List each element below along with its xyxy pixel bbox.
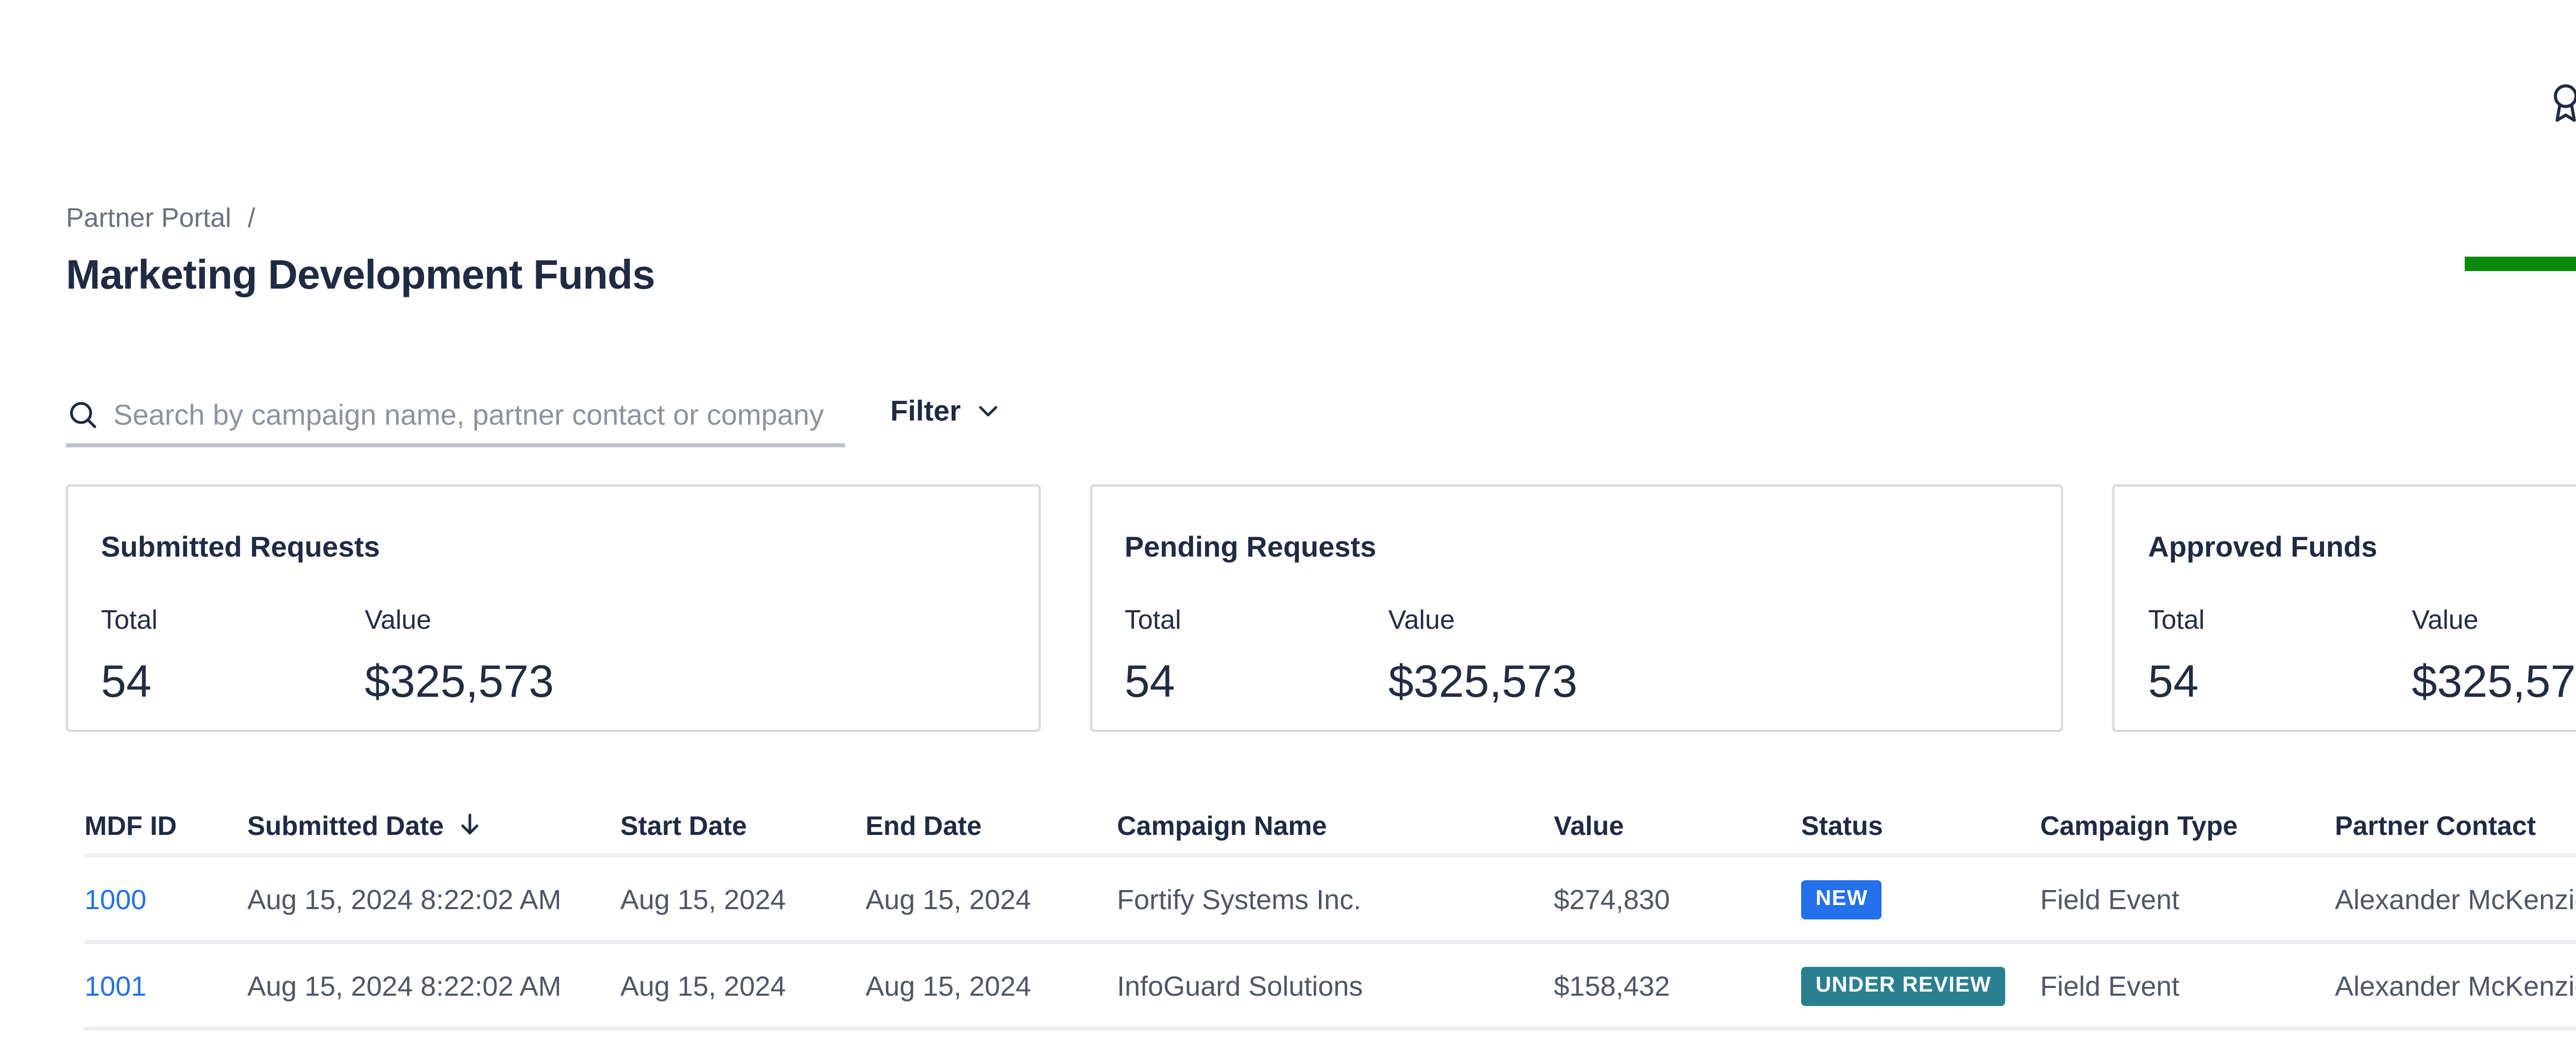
award-icon (2554, 84, 2576, 122)
column-header-status[interactable]: Status (1801, 809, 1883, 840)
column-header-campaign-name[interactable]: Campaign Name (1117, 809, 1327, 840)
card-title: Pending Requests (1124, 530, 1377, 563)
partner-contact-cell: Alexander McKenzie (2335, 883, 2576, 914)
campaign-name-cell: Fortify Systems Inc. (1117, 883, 1362, 914)
end-date-cell: Aug 15, 2024 (866, 970, 1031, 1001)
search-icon (70, 401, 96, 427)
value-amount: $325,573 (2412, 656, 2576, 707)
mdf-table: MDF ID Submitted Date Start Date End Dat… (66, 796, 2576, 1031)
submitted-date-cell: Aug 15, 2024 8:22:02 AM (247, 970, 562, 1001)
campaign-type-cell: Field Event (2040, 883, 2180, 914)
search-bar (66, 383, 845, 447)
column-header-mdf-id[interactable]: MDF ID (84, 809, 177, 840)
start-date-cell: Aug 15, 2024 (620, 970, 786, 1001)
value-label: Value (365, 604, 432, 635)
topbar: Alexander McKenzie (2543, 80, 2576, 126)
card-submitted-requests: Submitted Requests Total 54 Value $325,5… (66, 484, 1040, 732)
annotation-arrow (2465, 257, 2576, 271)
total-value: 54 (101, 656, 151, 707)
chevron-down-icon (979, 405, 998, 415)
card-title: Submitted Requests (101, 530, 380, 563)
campaign-name-cell: InfoGuard Solutions (1117, 970, 1363, 1001)
value-cell: $158,432 (1554, 970, 1670, 1001)
end-date-cell: Aug 15, 2024 (866, 883, 1031, 914)
filter-dropdown[interactable]: Filter (890, 394, 1004, 427)
total-label: Total (1124, 604, 1181, 635)
card-title: Approved Funds (2148, 530, 2378, 563)
column-header-start-date[interactable]: Start Date (620, 809, 747, 840)
award-button[interactable] (2543, 80, 2576, 126)
breadcrumb: Partner Portal / (66, 202, 255, 233)
column-header-campaign-type[interactable]: Campaign Type (2040, 809, 2238, 840)
status-badge: UNDER REVIEW (1801, 966, 2006, 1005)
mdf-id-link[interactable]: 1001 (84, 970, 147, 1001)
column-header-value[interactable]: Value (1554, 809, 1624, 840)
sort-descending-icon (462, 813, 479, 834)
partner-contact-cell: Alexander McKenzie (2335, 970, 2576, 1001)
column-header-partner-contact[interactable]: Partner Contact (2335, 809, 2536, 840)
table-row: 1000 Aug 15, 2024 8:22:02 AM Aug 15, 202… (84, 858, 2576, 944)
mdf-id-link[interactable]: 1000 (84, 883, 147, 914)
column-header-end-date[interactable]: End Date (866, 809, 982, 840)
table-row: 1001 Aug 15, 2024 8:22:02 AM Aug 15, 202… (84, 944, 2576, 1031)
card-approved-funds: Approved Funds Total 54 Value $325,573 (2113, 484, 2576, 732)
status-badge: NEW (1801, 879, 1883, 918)
value-amount: $325,573 (1388, 656, 1578, 707)
breadcrumb-separator: / (247, 202, 256, 233)
card-pending-requests: Pending Requests Total 54 Value $325,573 (1089, 484, 2064, 732)
total-value: 54 (1124, 656, 1175, 707)
table-header-row: MDF ID Submitted Date Start Date End Dat… (84, 796, 2576, 858)
value-cell: $274,830 (1554, 883, 1670, 914)
breadcrumb-partner-portal[interactable]: Partner Portal (66, 202, 231, 233)
start-date-cell: Aug 15, 2024 (620, 883, 786, 914)
summary-cards: Submitted Requests Total 54 Value $325,5… (66, 484, 2576, 732)
column-header-submitted-date[interactable]: Submitted Date (247, 809, 620, 840)
value-label: Value (1388, 604, 1455, 635)
value-label: Value (2412, 604, 2479, 635)
total-label: Total (101, 604, 158, 635)
campaign-type-cell: Field Event (2040, 970, 2180, 1001)
total-label: Total (2148, 604, 2205, 635)
page-title: Marketing Development Funds (66, 254, 655, 299)
submitted-date-cell: Aug 15, 2024 8:22:02 AM (247, 883, 562, 914)
total-value: 54 (2148, 656, 2199, 707)
filter-label: Filter (890, 394, 961, 427)
value-amount: $325,573 (365, 656, 554, 707)
search-input[interactable] (113, 397, 845, 430)
